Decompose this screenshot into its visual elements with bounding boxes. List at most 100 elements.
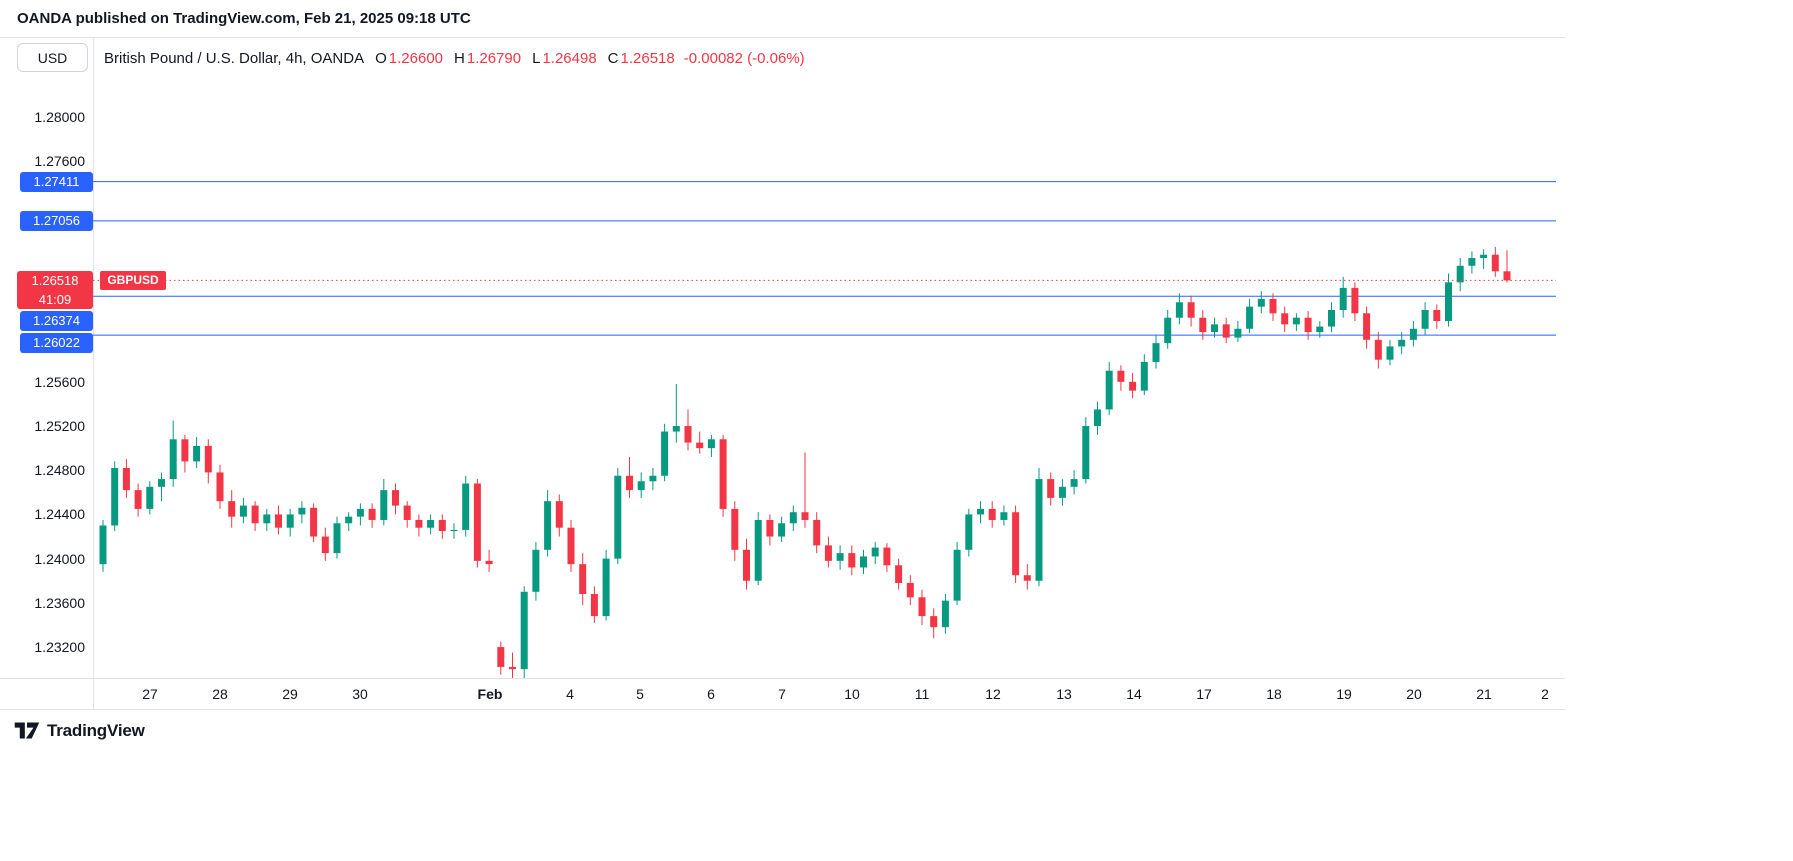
ohlc-label: C	[607, 50, 619, 67]
price-level-badge[interactable]: 1.26374	[20, 310, 93, 331]
y-axis-label: 1.23200	[34, 639, 85, 656]
candle	[544, 490, 552, 557]
candle	[392, 483, 399, 515]
candle	[485, 549, 493, 572]
candle	[497, 641, 505, 675]
candle	[731, 501, 739, 561]
widget-bottom-border	[0, 709, 1565, 710]
candle	[263, 508, 271, 532]
candle	[356, 503, 364, 526]
candle	[158, 472, 165, 502]
candle	[918, 589, 926, 625]
time-axis-border	[0, 678, 1565, 679]
candle	[333, 516, 341, 559]
symbol-title[interactable]: British Pound / U.S. Dollar, 4h, OANDA	[104, 50, 365, 67]
candle	[169, 420, 177, 487]
y-axis-label: 1.23600	[34, 594, 85, 611]
candle	[906, 575, 914, 606]
y-axis-label: 1.24400	[34, 506, 85, 523]
price-level-badge[interactable]: 1.27411	[20, 171, 93, 192]
candle	[649, 468, 657, 491]
candle	[1304, 311, 1312, 340]
x-axis-label: 29	[282, 686, 298, 702]
candle	[696, 431, 704, 454]
candle	[602, 549, 610, 621]
price-level-badge[interactable]: 1.26022	[20, 332, 93, 353]
symbol-price-label[interactable]: GBPUSD	[100, 270, 166, 290]
candle	[1035, 468, 1043, 587]
candle	[1503, 250, 1511, 283]
x-axis-label: 5	[636, 686, 644, 702]
candle	[345, 512, 353, 532]
candle	[848, 545, 856, 576]
candle	[836, 545, 844, 570]
candle	[1351, 282, 1359, 322]
candle	[122, 459, 130, 498]
candle	[953, 542, 961, 606]
candle	[707, 434, 715, 457]
candle	[1433, 304, 1441, 329]
candle	[941, 594, 949, 634]
candlestick-canvas[interactable]	[0, 0, 1565, 720]
candle	[1363, 306, 1371, 349]
price-level-badge[interactable]: 1.27056	[20, 210, 93, 231]
current-price-badge[interactable]: 1.26518 41:09	[17, 270, 93, 309]
candle	[860, 549, 867, 575]
candle	[1468, 251, 1476, 274]
candle	[134, 483, 142, 517]
candle	[1187, 295, 1195, 327]
y-axis-label: 1.25200	[34, 418, 85, 435]
candle	[228, 490, 236, 528]
candle	[1398, 332, 1406, 355]
candle	[1292, 313, 1300, 331]
ohlc-value: 1.26518	[620, 50, 675, 67]
candles-layer	[99, 246, 1511, 678]
candle	[520, 586, 528, 678]
y-axis-label: 1.24000	[34, 550, 85, 567]
currency-toggle-button[interactable]: USD	[17, 43, 88, 72]
candle	[1339, 276, 1347, 318]
candle	[614, 468, 622, 565]
candle	[1047, 472, 1055, 506]
candle	[146, 481, 154, 515]
candle	[321, 527, 329, 561]
current-price-value: 1.26518	[31, 272, 79, 288]
price-axis-border	[93, 37, 94, 709]
candle	[754, 512, 762, 586]
x-axis-label: 20	[1406, 686, 1422, 702]
candle	[1117, 365, 1125, 391]
candle	[1000, 505, 1008, 526]
x-axis-label: 11	[914, 686, 930, 702]
x-axis-label: 2	[1541, 686, 1549, 702]
candle	[99, 519, 107, 572]
candle	[1164, 309, 1172, 349]
x-axis-label: 21	[1476, 686, 1492, 702]
tradingview-wordmark[interactable]: TradingView	[47, 720, 145, 740]
candle	[415, 514, 423, 537]
x-axis-label: 17	[1196, 686, 1212, 702]
candle	[193, 437, 201, 469]
candle	[965, 508, 973, 557]
y-axis-label: 1.27600	[34, 152, 85, 169]
candle	[1058, 479, 1066, 506]
tradingview-logo-icon[interactable]	[14, 720, 40, 741]
candle	[1445, 273, 1452, 327]
candle	[1070, 470, 1078, 495]
candle	[462, 475, 470, 537]
candle	[1374, 332, 1382, 369]
candle	[310, 503, 318, 543]
candle	[204, 439, 212, 484]
candle	[1140, 354, 1148, 396]
candle	[368, 503, 376, 528]
candle	[1199, 309, 1207, 340]
x-axis-label: 18	[1266, 686, 1282, 702]
candle	[1129, 372, 1137, 399]
candle	[275, 505, 282, 535]
publish-header: OANDA published on TradingView.com, Feb …	[17, 10, 471, 27]
candle	[1281, 306, 1289, 333]
candle	[1480, 249, 1488, 270]
x-axis-label: 7	[778, 686, 786, 702]
candle	[1456, 258, 1464, 292]
candle	[766, 514, 774, 546]
candle	[427, 514, 435, 535]
